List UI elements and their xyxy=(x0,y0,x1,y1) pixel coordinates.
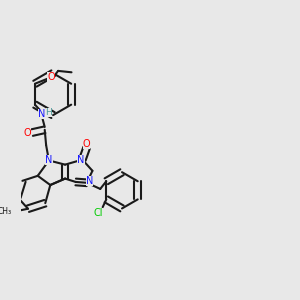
Text: O: O xyxy=(47,72,55,82)
Text: N: N xyxy=(86,176,93,186)
Text: O: O xyxy=(23,128,31,138)
Text: Cl: Cl xyxy=(94,208,103,218)
Text: N: N xyxy=(45,155,52,166)
Text: N: N xyxy=(77,154,85,165)
Text: H: H xyxy=(46,108,52,117)
Text: O: O xyxy=(83,139,90,149)
Text: CH₃: CH₃ xyxy=(0,207,12,216)
Text: N: N xyxy=(38,109,46,118)
